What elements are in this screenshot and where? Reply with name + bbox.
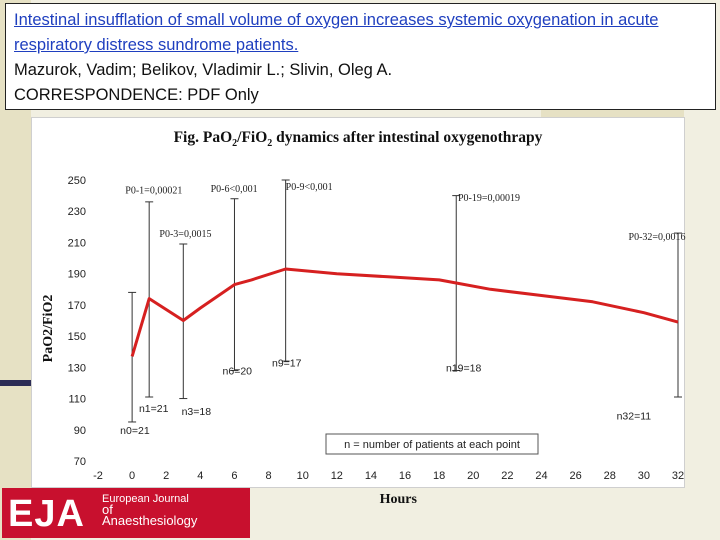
x-tick-label: -2: [93, 470, 103, 482]
annotation-box: [325, 433, 539, 455]
annotation-text: n = number of patients at each point: [344, 439, 520, 451]
n-count-label: n6=20: [223, 365, 253, 377]
y-tick-label: 250: [68, 175, 86, 187]
x-axis-label: Hours: [380, 492, 418, 507]
x-tick-label: 12: [331, 470, 343, 482]
x-tick-label: 8: [266, 470, 272, 482]
p-value-label: P0-32=0,0016: [629, 232, 686, 243]
x-tick-label: 2: [163, 470, 169, 482]
article-title-line1[interactable]: Intestinal insufflation of small volume …: [14, 11, 659, 29]
x-tick-label: 4: [197, 470, 203, 482]
x-tick-label: 28: [604, 470, 616, 482]
p-value-label: P0-19=0,00019: [458, 193, 520, 204]
article-title-link[interactable]: Intestinal insufflation of small volume …: [14, 8, 715, 58]
p-value-label: P0-1=0,00021: [125, 185, 182, 196]
x-tick-label: 24: [535, 470, 547, 482]
y-tick-label: 190: [68, 269, 86, 281]
logo-line2: of: [102, 501, 113, 517]
x-tick-label: 22: [501, 470, 513, 482]
x-tick-label: 6: [231, 470, 237, 482]
x-tick-label: 0: [129, 470, 135, 482]
y-tick-label: 230: [68, 206, 86, 218]
article-title-line2[interactable]: respiratory distress sundrome patients.: [14, 36, 299, 54]
logo-mark: EJA: [8, 493, 85, 535]
access-type: CORRESPONDENCE: PDF Only: [14, 86, 259, 104]
x-tick-label: 20: [467, 470, 479, 482]
logo-line3: Anaesthesiology: [102, 513, 198, 528]
y-tick-label: 130: [68, 362, 86, 374]
y-axis-label: PaO2/FiO2: [41, 295, 56, 363]
n-count-label: n0=21: [120, 425, 150, 437]
x-tick-label: 14: [365, 470, 377, 482]
chart-panel: [31, 117, 685, 488]
y-tick-label: 170: [68, 300, 86, 312]
x-tick-label: 18: [433, 470, 445, 482]
x-tick-label: 10: [297, 470, 309, 482]
y-tick-label: 70: [74, 456, 86, 468]
n-count-label: n1=21: [139, 403, 169, 415]
p-value-label: P0-3=0,0015: [159, 229, 211, 240]
y-tick-label: 90: [74, 425, 86, 437]
n-count-label: n19=18: [446, 362, 481, 374]
x-tick-label: 30: [638, 470, 650, 482]
eja-logo: EJA European Journal of Anaesthesiology: [2, 488, 250, 538]
n-count-label: n32=11: [617, 411, 652, 423]
x-tick-label: 26: [570, 470, 582, 482]
logo-line1: European Journal: [102, 493, 189, 505]
article-header: Intestinal insufflation of small volume …: [5, 3, 716, 110]
chart-title: Fig. PaO2/FiO2 dynamics after intestinal…: [173, 129, 543, 150]
series-line: [130, 267, 679, 357]
n-count-label: n9=17: [272, 358, 302, 370]
decor-block: [541, 110, 684, 117]
logo-journal-name: European Journal of Anaesthesiology: [102, 493, 198, 528]
x-tick-label: 32: [672, 470, 684, 482]
y-tick-label: 210: [68, 237, 86, 249]
left-decor-bar: [0, 380, 31, 386]
n-count-label: n3=18: [182, 406, 212, 418]
y-tick-label: 150: [68, 331, 86, 343]
p-value-label: P0-6<0,001: [211, 184, 258, 195]
x-tick-label: 16: [399, 470, 411, 482]
p-value-label: P0-9<0,001: [286, 182, 333, 193]
article-authors: Mazurok, Vadim; Belikov, Vladimir L.; Sl…: [14, 61, 393, 79]
y-tick-label: 110: [68, 394, 86, 406]
